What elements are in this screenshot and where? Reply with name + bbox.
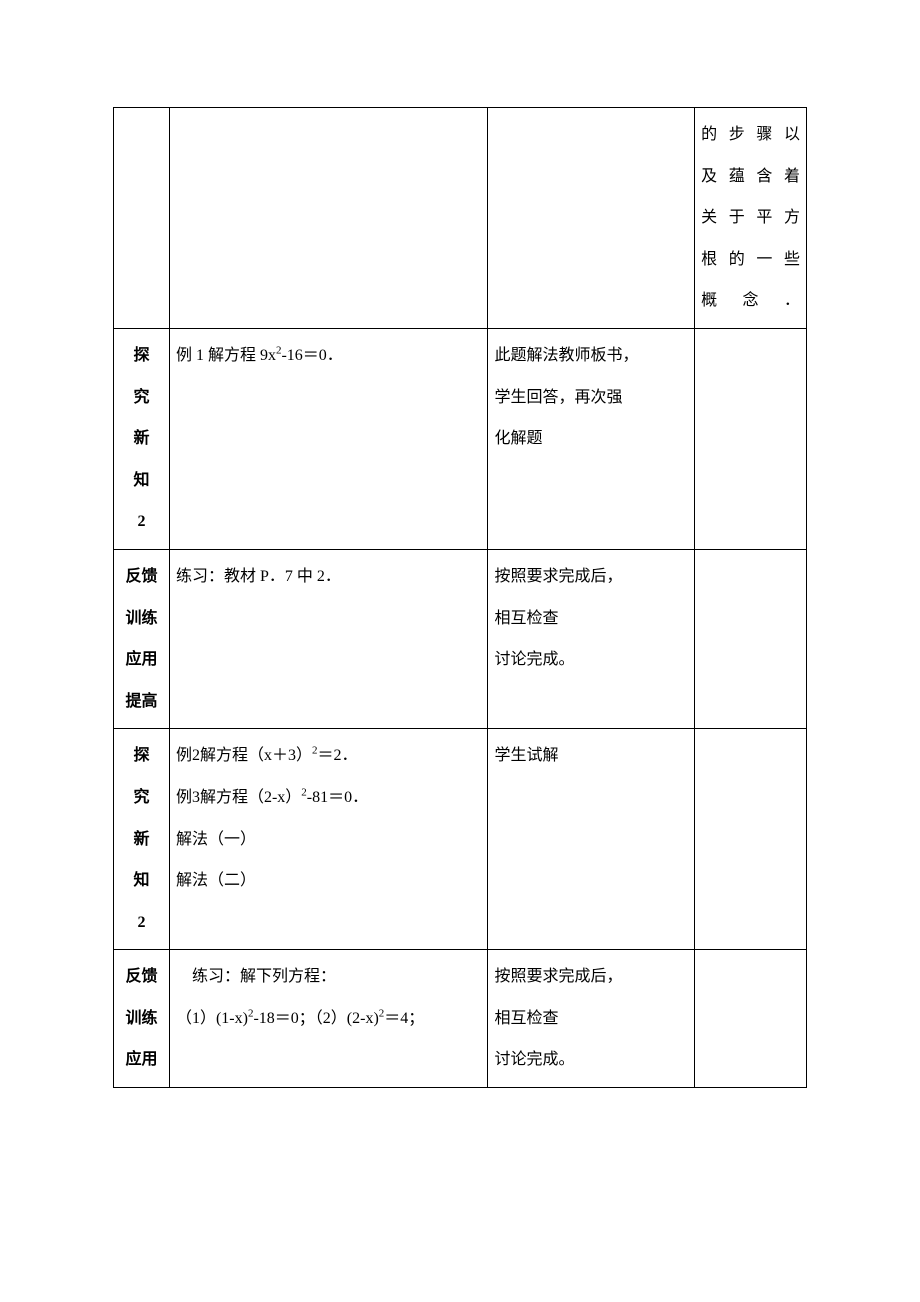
content-cell: 练习：教材 P．7 中 2． [169,549,488,728]
example-text: -81＝0． [307,789,368,806]
label-char: 知 [120,860,163,902]
lesson-plan-table: 的步骤以 及蕴含着 关于平方 根的一些 概念． 探 究 新 知 2 例 1 解方… [113,107,807,1088]
note-line: 关于平方 [701,209,800,226]
practice-text: 练习：教材 P．7 中 2． [176,568,341,585]
note-cell [695,328,807,549]
activity-cell: 学生试解 [488,729,695,950]
example-text: 例 1 解方程 9x [176,347,276,364]
activity-cell: 按照要求完成后， 相互检查 讨论完成。 [488,549,695,728]
content-cell: 练习：解下列方程： （1）(1-x)2-18＝0；（2）(2-x)2＝4； [169,950,488,1088]
label-char: 训练 [120,998,163,1040]
activity-line: 讨论完成。 [494,651,574,668]
note-line: 及蕴含着 [701,168,800,185]
label-char: 提高 [120,681,163,723]
note-line: 概念． [701,292,800,309]
activity-cell: 此题解法教师板书， 学生回答，再次强 化解题 [488,328,695,549]
example-text: 例2解方程（x＋3） [176,747,312,764]
activity-line: 按照要求完成后， [494,568,622,585]
method-text: 解法（二） [176,872,256,889]
label-char: 2 [120,501,163,543]
label-char: 训练 [120,598,163,640]
content-cell [169,108,488,329]
table-row: 反馈 训练 应用 练习：解下列方程： （1）(1-x)2-18＝0；（2）(2-… [114,950,807,1088]
label-char: 2 [120,902,163,944]
table-row: 反馈 训练 应用 提高 练习：教材 P．7 中 2． 按照要求完成后， 相互检查… [114,549,807,728]
label-char: 反馈 [120,556,163,598]
method-text: 解法（一） [176,831,256,848]
practice-text: 练习：解下列方程： [176,968,336,985]
activity-line: 此题解法教师板书， [494,347,638,364]
label-char: 新 [120,819,163,861]
equation-text: ＝4； [384,1010,424,1027]
table-row: 探 究 新 知 2 例 1 解方程 9x2-16＝0． 此题解法教师板书， 学生… [114,328,807,549]
example-text: -16＝0． [281,347,342,364]
note-cell [695,729,807,950]
activity-line: 化解题 [494,430,542,447]
activity-text: 学生试解 [494,747,558,764]
note-cell: 的步骤以 及蕴含着 关于平方 根的一些 概念． [695,108,807,329]
activity-line: 相互检查 [494,1010,558,1027]
label-char: 探 [120,335,163,377]
activity-line: 讨论完成。 [494,1051,574,1068]
row-label-cell: 反馈 训练 应用 提高 [114,549,170,728]
label-char: 反馈 [120,956,163,998]
note-line: 根的一些 [701,251,800,268]
activity-line: 按照要求完成后， [494,968,622,985]
activity-cell: 按照要求完成后， 相互检查 讨论完成。 [488,950,695,1088]
label-char: 新 [120,418,163,460]
label-char: 探 [120,735,163,777]
row-label-cell: 反馈 训练 应用 [114,950,170,1088]
example-text: ＝2． [317,747,357,764]
label-char: 知 [120,460,163,502]
row-label-cell [114,108,170,329]
table-row: 探 究 新 知 2 例2解方程（x＋3）2＝2． 例3解方程（2-x）2-81＝… [114,729,807,950]
activity-line: 学生回答，再次强 [494,389,622,406]
content-cell: 例2解方程（x＋3）2＝2． 例3解方程（2-x）2-81＝0． 解法（一） 解… [169,729,488,950]
activity-line: 相互检查 [494,610,558,627]
note-cell [695,950,807,1088]
row-label-cell: 探 究 新 知 2 [114,729,170,950]
label-char: 应用 [120,1039,163,1081]
row-label-cell: 探 究 新 知 2 [114,328,170,549]
label-char: 究 [120,377,163,419]
note-line: 的步骤以 [701,126,800,143]
example-text: 例3解方程（2-x） [176,789,301,806]
note-cell [695,549,807,728]
equation-text: （1）(1-x) [176,1010,248,1027]
table-row: 的步骤以 及蕴含着 关于平方 根的一些 概念． [114,108,807,329]
content-cell: 例 1 解方程 9x2-16＝0． [169,328,488,549]
label-char: 应用 [120,639,163,681]
equation-text: -18＝0；（2）(2-x) [253,1010,378,1027]
activity-cell [488,108,695,329]
label-char: 究 [120,777,163,819]
